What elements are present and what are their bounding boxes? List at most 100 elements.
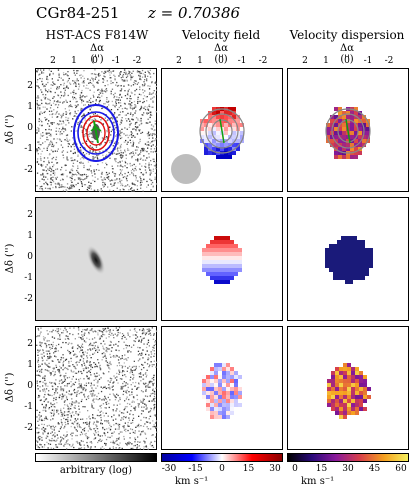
noise-pixel xyxy=(113,431,115,433)
noise-pixel xyxy=(52,84,54,86)
noise-pixel xyxy=(113,95,116,98)
noise-pixel xyxy=(148,72,150,74)
noise-pixel xyxy=(52,399,55,402)
noise-pixel xyxy=(155,138,157,140)
velocity-colorbar xyxy=(161,453,283,462)
noise-pixel xyxy=(142,349,144,351)
noise-pixel xyxy=(103,157,105,159)
noise-pixel xyxy=(109,180,111,182)
noise-pixel xyxy=(39,124,41,126)
noise-pixel xyxy=(75,419,77,422)
noise-pixel xyxy=(155,361,158,363)
map-pixel xyxy=(325,256,329,260)
noise-pixel xyxy=(66,137,68,139)
noise-pixel xyxy=(88,370,90,372)
noise-pixel xyxy=(133,183,135,185)
noise-pixel xyxy=(60,140,63,142)
dispersion-contour-3 xyxy=(337,119,359,143)
noise-pixel xyxy=(155,420,158,422)
noise-pixel xyxy=(72,423,75,425)
noise-pixel xyxy=(79,146,82,149)
noise-pixel xyxy=(93,113,95,115)
noise-pixel xyxy=(74,405,76,407)
noise-pixel xyxy=(132,107,134,109)
noise-pixel xyxy=(55,178,57,180)
noise-pixel xyxy=(132,382,134,384)
noise-pixel xyxy=(141,339,143,341)
noise-pixel xyxy=(68,342,70,344)
noise-pixel xyxy=(45,102,47,104)
noise-pixel xyxy=(79,94,81,96)
map-pixel xyxy=(222,236,226,240)
noise-pixel xyxy=(138,376,141,378)
noise-pixel xyxy=(57,423,59,425)
map-pixel xyxy=(365,264,369,268)
noise-pixel xyxy=(147,118,149,120)
noise-pixel xyxy=(55,133,58,135)
noise-pixel xyxy=(147,141,149,143)
noise-pixel xyxy=(75,92,77,95)
noise-pixel xyxy=(123,348,125,350)
noise-pixel xyxy=(49,439,51,442)
noise-pixel xyxy=(115,396,117,399)
noise-pixel xyxy=(81,372,83,375)
map-pixel xyxy=(353,252,357,256)
noise-pixel xyxy=(53,138,55,140)
noise-pixel xyxy=(66,158,68,160)
map-pixel xyxy=(210,399,214,403)
noise-pixel xyxy=(123,435,125,438)
noise-pixel xyxy=(77,442,79,444)
noise-pixel xyxy=(82,368,84,370)
noise-pixel xyxy=(86,371,88,374)
noise-pixel xyxy=(150,151,152,153)
noise-pixel xyxy=(112,419,114,421)
noise-pixel xyxy=(121,160,123,162)
map-pixel xyxy=(349,268,353,272)
noise-pixel xyxy=(122,425,124,428)
noise-pixel xyxy=(152,137,154,139)
noise-pixel xyxy=(70,370,73,373)
noise-pixel xyxy=(67,420,69,423)
noise-pixel xyxy=(136,127,138,129)
noise-pixel xyxy=(77,110,79,112)
noise-pixel xyxy=(126,167,128,169)
noise-pixel xyxy=(155,82,157,84)
noise-pixel xyxy=(119,72,121,74)
noise-pixel xyxy=(115,418,117,420)
noise-pixel xyxy=(77,344,79,346)
noise-pixel xyxy=(67,408,69,410)
noise-pixel xyxy=(107,84,109,86)
noise-pixel xyxy=(63,434,65,436)
noise-pixel xyxy=(91,395,93,397)
x-tick-label: 1 xyxy=(197,56,203,66)
map-pixel xyxy=(325,264,329,268)
noise-pixel xyxy=(102,387,104,389)
noise-pixel xyxy=(75,411,77,413)
noise-pixel xyxy=(100,173,103,175)
noise-pixel xyxy=(134,167,136,170)
map-pixel xyxy=(218,395,222,399)
map-pixel xyxy=(226,272,230,276)
colorbar-tick-label: 0 xyxy=(292,464,298,474)
noise-pixel xyxy=(145,446,148,448)
noise-pixel xyxy=(100,414,102,416)
noise-pixel xyxy=(49,348,52,350)
noise-pixel xyxy=(141,69,144,72)
noise-pixel xyxy=(154,393,156,395)
noise-pixel xyxy=(48,162,50,164)
noise-pixel xyxy=(38,350,40,352)
noise-pixel xyxy=(148,345,150,347)
noise-pixel xyxy=(140,413,143,415)
noise-pixel xyxy=(67,405,69,408)
noise-pixel xyxy=(145,404,147,406)
noise-pixel xyxy=(40,331,42,333)
map-pixel xyxy=(369,264,373,268)
noise-pixel xyxy=(41,428,43,430)
noise-pixel xyxy=(36,172,39,174)
noise-pixel xyxy=(116,81,118,84)
noise-pixel xyxy=(132,417,135,419)
noise-pixel xyxy=(53,429,55,431)
noise-pixel xyxy=(94,180,96,183)
noise-pixel xyxy=(77,327,80,329)
noise-pixel xyxy=(153,374,155,376)
